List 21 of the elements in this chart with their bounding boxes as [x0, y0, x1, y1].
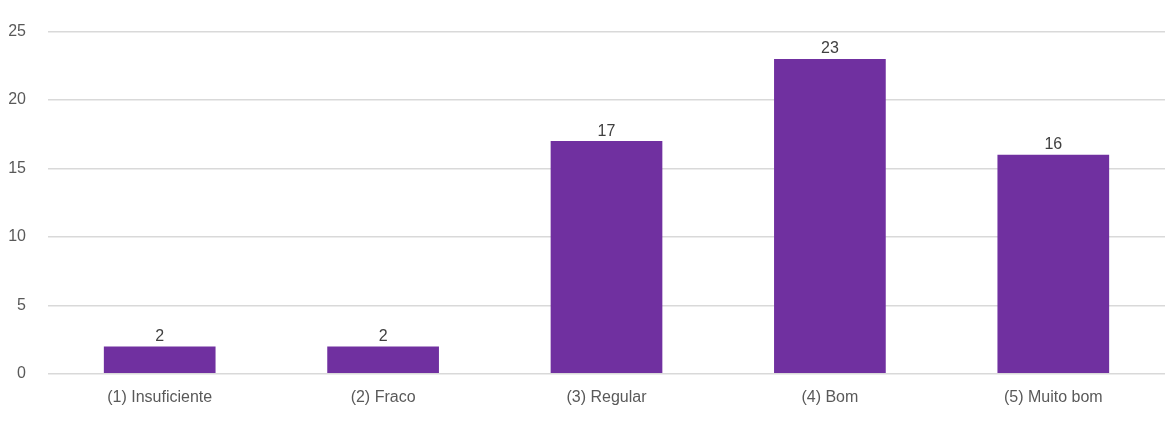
y-tick-label: 25 [8, 22, 27, 40]
x-tick-label: (4) Bom [801, 387, 859, 405]
bar [103, 346, 216, 374]
y-tick-label: 20 [8, 90, 27, 108]
y-tick-label: 5 [17, 295, 27, 313]
data-label: 17 [597, 121, 616, 139]
x-tick-label: (3) Regular [566, 387, 648, 405]
bar [774, 58, 886, 374]
x-tick-label: (1) Insuficiente [107, 387, 213, 405]
y-tick-label: 15 [8, 158, 27, 176]
x-tick-label: (2) Fraco [350, 387, 416, 405]
data-label: 2 [378, 326, 388, 344]
bar [550, 141, 663, 374]
bar [327, 346, 439, 374]
data-label: 16 [1044, 135, 1063, 153]
data-label: 2 [155, 326, 165, 344]
bar [997, 154, 1110, 374]
y-tick-label: 0 [17, 364, 27, 382]
y-tick-label: 10 [8, 227, 27, 245]
data-label: 23 [821, 39, 839, 57]
x-tick-label: (5) Muito bom [1003, 387, 1103, 405]
